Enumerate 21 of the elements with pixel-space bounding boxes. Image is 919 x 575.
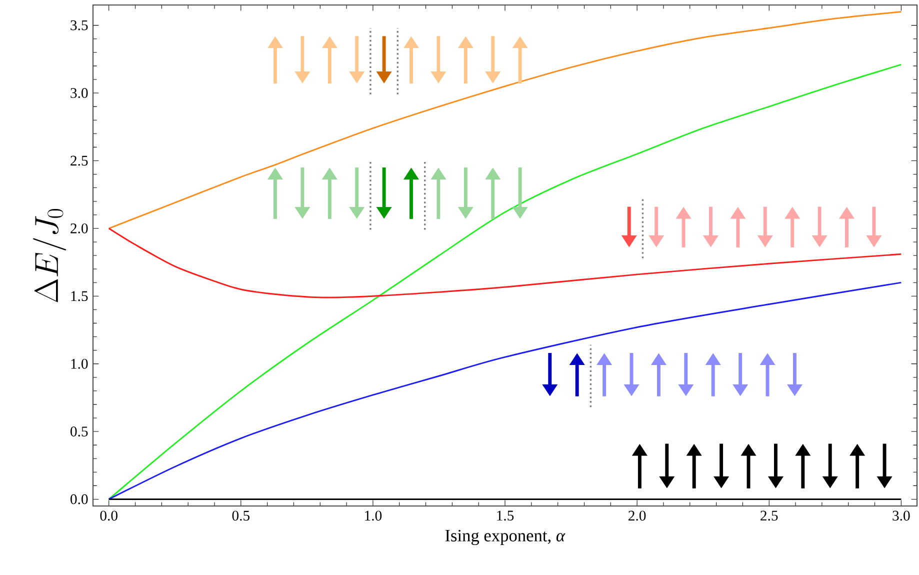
y-tick-label: 2.5 xyxy=(70,156,88,166)
x-tick-label: 1.0 xyxy=(365,510,382,521)
line-series xyxy=(108,11,902,230)
y-tick-label: 1.5 xyxy=(71,291,88,302)
x-tick-label: 1.5 xyxy=(497,510,514,521)
line-series xyxy=(108,228,902,298)
x-tick-label: 0.0 xyxy=(100,510,118,521)
y-axis-title: $\Delta E/J_0$ xyxy=(33,209,66,302)
line-series xyxy=(108,64,902,500)
x-tick-label: 3.0 xyxy=(892,510,910,521)
y-tick-label: 2.0 xyxy=(70,223,88,234)
x-tick-label: 2.5 xyxy=(760,510,778,521)
y-tick-label: 3.5 xyxy=(70,20,88,30)
y-tick-label: 3.0 xyxy=(70,88,88,98)
line-series xyxy=(108,282,902,500)
y-tick-label: 0.0 xyxy=(70,494,88,504)
x-axis-title: Ising exponent, α xyxy=(445,530,566,546)
x-tick-label: 0.5 xyxy=(232,510,250,521)
y-tick-label: 0.5 xyxy=(70,426,88,437)
y-tick-label: 1.0 xyxy=(71,358,88,369)
x-tick-label: 2.0 xyxy=(628,510,646,521)
